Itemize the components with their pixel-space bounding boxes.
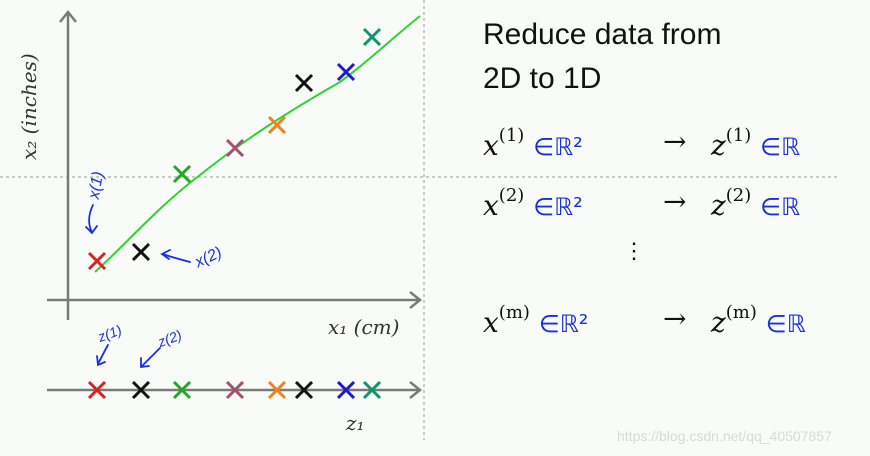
z-axis-arrowhead (409, 381, 423, 399)
arrow-to-x1 (85, 204, 98, 235)
data-point-x-mark (131, 242, 151, 262)
rhs-var: z (711, 129, 726, 162)
lhs-index: (2) (498, 185, 525, 206)
lhs-index: (m) (498, 302, 530, 323)
slide-title-line-1: Reduce data from (483, 18, 722, 51)
mapping-row-m: x(m) ∈ℝ² → z(m) ∈ℝ (483, 302, 806, 342)
lhs-var: x (483, 129, 499, 162)
cross-stroke (362, 380, 382, 400)
data-point-x-mark (172, 164, 192, 184)
cross-stroke (172, 164, 192, 184)
projection-line (94, 15, 421, 273)
map-arrow: → (663, 302, 687, 335)
mapping-row-1: x(1) ∈ℝ² → z(1) ∈ℝ (483, 125, 800, 165)
rhs-set: ∈ℝ (760, 193, 801, 221)
cross-stroke (87, 251, 107, 271)
projected-point-z-mark (172, 380, 192, 400)
map-arrow: → (663, 185, 687, 218)
rhs-index: (1) (725, 125, 752, 146)
lhs-set: ∈ℝ² (538, 310, 589, 338)
lhs-set: ∈ℝ² (533, 133, 583, 161)
arrow-to-z2 (140, 347, 161, 369)
annotation-x2: x(2) (192, 244, 225, 271)
data-point-x-mark (267, 115, 287, 135)
projected-point-z-mark (225, 380, 245, 400)
data-points (87, 27, 382, 271)
annotation-x1: x(1) (85, 170, 107, 201)
rhs-set: ∈ℝ (765, 310, 806, 338)
cross-stroke (131, 380, 151, 400)
ellipsis: ⋮ (623, 238, 645, 263)
data-point-x-mark (87, 251, 107, 271)
cross-stroke (336, 380, 356, 400)
projected-point-z-mark (131, 380, 151, 400)
cross-stroke (87, 380, 107, 400)
cross-stroke (225, 138, 245, 158)
data-point-x-mark (225, 138, 245, 158)
x-axis-arrowhead (409, 291, 423, 309)
arrow-to-z1 (96, 344, 109, 367)
projected-point-z-mark (267, 380, 287, 400)
x-axis-label: x₁ (cm) (328, 315, 399, 339)
rhs-var: z (711, 306, 726, 339)
cross-stroke (267, 380, 287, 400)
rhs-set: ∈ℝ (760, 133, 801, 161)
y-axis-arrowhead (59, 9, 77, 23)
projected-point-z-mark (87, 380, 107, 400)
lhs-set: ∈ℝ² (533, 193, 583, 221)
cross-stroke (131, 242, 151, 262)
cross-stroke (294, 380, 314, 400)
data-point-x-mark (336, 62, 356, 82)
annotation-z1: z(1) (95, 322, 124, 346)
projected-point-z-mark (362, 380, 382, 400)
projected-point-z-mark (336, 380, 356, 400)
arrow-to-x2 (160, 249, 191, 263)
lhs-index: (1) (498, 125, 525, 146)
annotation-z2: z(2) (155, 327, 184, 351)
cross-stroke (294, 73, 314, 93)
slide-title-line-2: 2D to 1D (483, 62, 602, 95)
cross-stroke (172, 380, 192, 400)
map-arrow: → (663, 125, 687, 158)
z-axis-label: z₁ (345, 411, 365, 435)
lhs-var: x (483, 189, 499, 222)
cross-stroke (336, 62, 356, 82)
lhs-var: x (483, 306, 499, 339)
data-point-x-mark (362, 27, 382, 47)
mapping-row-2: x(2) ∈ℝ² → z(2) ∈ℝ (483, 185, 800, 225)
rhs-index: (m) (725, 302, 757, 323)
projected-points (87, 380, 382, 400)
y-axis-label: x₂ (inches) (17, 53, 41, 160)
cross-stroke (267, 115, 287, 135)
cross-stroke (225, 380, 245, 400)
projected-point-z-mark (294, 380, 314, 400)
rhs-index: (2) (725, 185, 752, 206)
handwritten-annotations (85, 204, 191, 369)
watermark: https://blog.csdn.net/qq_40507857 (617, 428, 832, 444)
data-point-x-mark (294, 73, 314, 93)
cross-stroke (362, 27, 382, 47)
rhs-var: z (711, 189, 726, 222)
